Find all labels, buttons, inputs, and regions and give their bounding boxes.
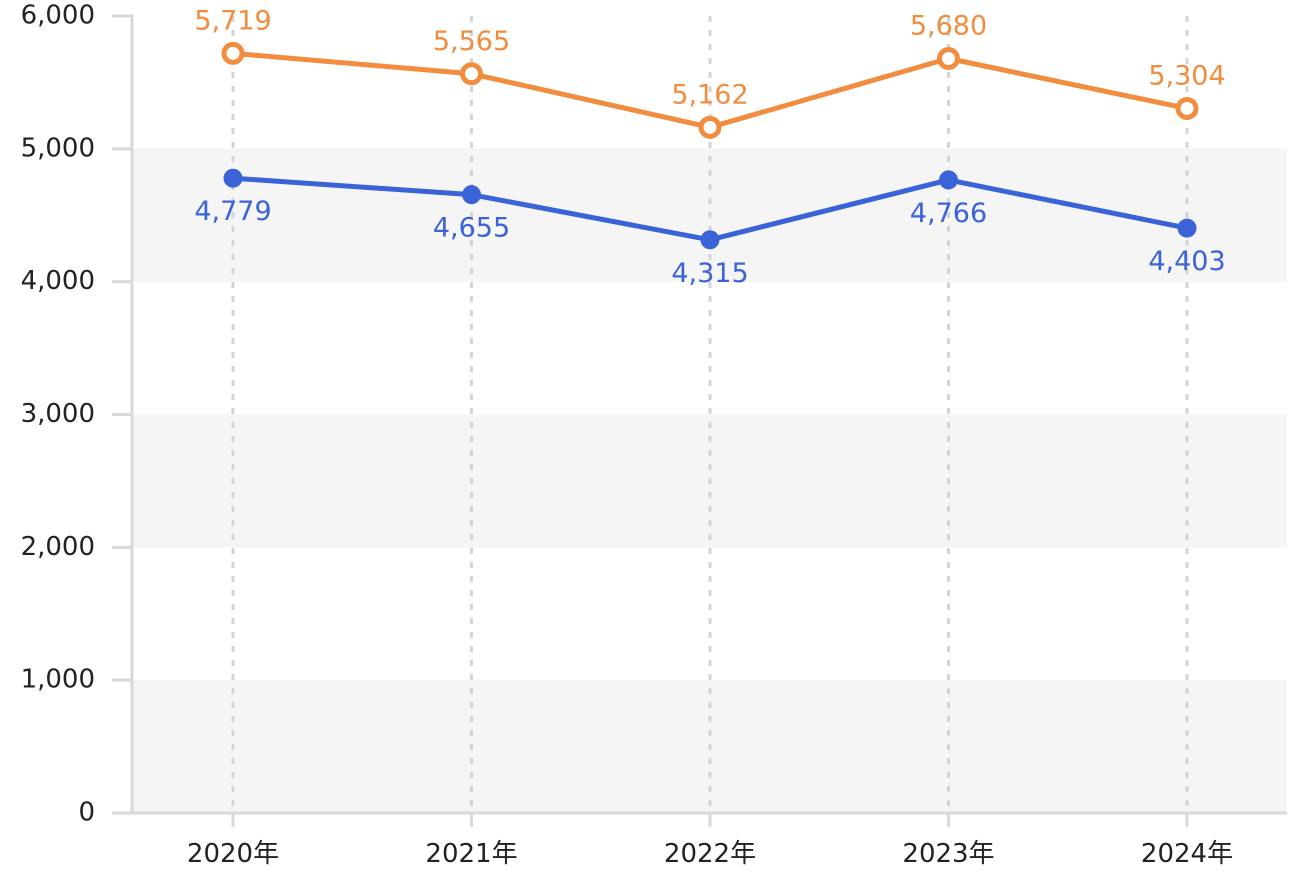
data-label: 5,565 xyxy=(433,26,510,57)
data-point xyxy=(221,41,245,65)
data-label: 4,315 xyxy=(671,258,748,289)
data-label: 5,719 xyxy=(194,5,271,36)
x-tick-label: 2022年 xyxy=(664,839,756,869)
x-tick-label: 2023年 xyxy=(902,839,994,869)
data-point xyxy=(937,47,960,71)
data-label: 5,680 xyxy=(910,11,987,42)
data-label: 4,655 xyxy=(433,213,510,244)
series-layer: 5,719 5,565 5,162 5,680 5,304 4,779 4,655 4,315… xyxy=(194,5,1225,288)
data-point xyxy=(700,230,720,250)
y-tick-label: 0 xyxy=(78,798,95,828)
data-point xyxy=(1177,218,1197,238)
data-point xyxy=(462,185,481,205)
series-0: 5,719 5,565 5,162 5,680 5,304 xyxy=(194,5,1226,139)
x-tick-label: 2020年 xyxy=(187,839,279,869)
data-label: 4,403 xyxy=(1148,246,1225,277)
data-label: 5,162 xyxy=(671,79,748,110)
y-tick-label: 4,000 xyxy=(21,266,95,296)
y-tick-label: 6,000 xyxy=(21,1,95,31)
data-label: 5,304 xyxy=(1148,60,1225,91)
x-tick-label: 2021年 xyxy=(425,839,517,869)
data-point xyxy=(1175,96,1199,120)
data-point xyxy=(223,168,243,188)
data-point xyxy=(460,62,483,86)
data-label: 4,779 xyxy=(194,196,271,227)
data-label: 4,766 xyxy=(910,198,987,229)
data-point xyxy=(939,170,958,190)
data-point xyxy=(698,115,722,139)
y-tick-label: 1,000 xyxy=(21,665,95,695)
y-tick-label: 5,000 xyxy=(21,133,95,163)
series-1: 4,779 4,655 4,315 4,766 4,403 xyxy=(194,168,1226,289)
y-tick-label: 3,000 xyxy=(21,399,95,429)
y-tick-label: 2,000 xyxy=(21,532,95,562)
x-tick-label: 2024年 xyxy=(1141,839,1233,869)
x-axis-ticks: 2020年 2021年 2022年 2023年 2024年 xyxy=(187,813,1233,869)
y-axis-ticks: 0 1,000 2,000 3,000 4,000 5,000 6,000 xyxy=(21,1,132,828)
